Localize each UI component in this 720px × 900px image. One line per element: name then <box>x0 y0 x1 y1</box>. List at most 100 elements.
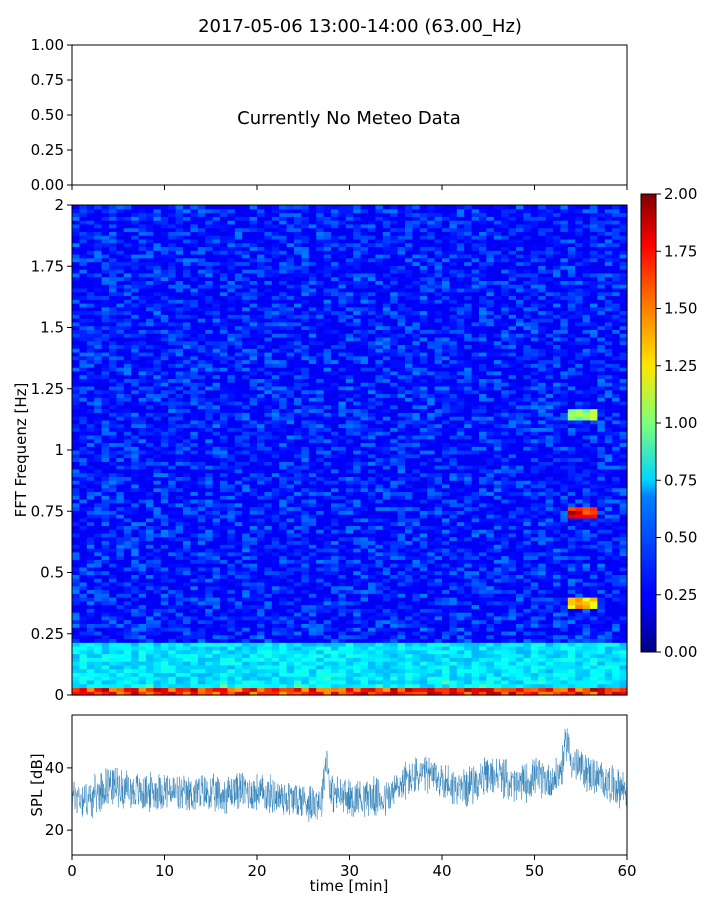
heatmap-cell <box>109 559 117 564</box>
heatmap-cell <box>72 646 80 651</box>
heatmap-cell <box>486 691 495 696</box>
heatmap-cell <box>160 563 169 568</box>
heatmap-cell <box>257 487 265 493</box>
heatmap-cell <box>234 457 243 462</box>
heatmap-cell <box>597 472 606 477</box>
heatmap-cell <box>353 646 362 651</box>
heatmap-cell <box>257 502 265 508</box>
heatmap-cell <box>94 642 103 647</box>
heatmap-cell <box>294 593 302 598</box>
heatmap-cell <box>279 638 288 643</box>
heatmap-cell <box>604 555 613 560</box>
heatmap-cell <box>183 529 191 534</box>
heatmap-cell <box>301 627 310 632</box>
heatmap-cell <box>323 532 332 538</box>
heatmap-cell <box>390 623 399 628</box>
heatmap-cell <box>271 574 280 579</box>
heatmap-cell <box>604 517 613 523</box>
heatmap-cell <box>146 653 154 658</box>
heatmap-cell <box>523 615 532 621</box>
heatmap-cell <box>212 521 221 526</box>
heatmap-cell <box>560 578 569 583</box>
heatmap-cell <box>449 487 458 493</box>
heatmap-cell <box>316 446 325 451</box>
heatmap-cell <box>116 446 125 451</box>
heatmap-cell <box>279 465 288 470</box>
heatmap-cell <box>449 559 458 564</box>
heatmap-cell <box>619 536 628 542</box>
heatmap-cell <box>227 551 236 557</box>
heatmap-cell <box>220 597 228 602</box>
heatmap-cell <box>434 514 443 519</box>
heatmap-cell <box>257 642 265 647</box>
heatmap-cell <box>434 649 443 655</box>
heatmap-cell <box>486 540 495 545</box>
heatmap-cell <box>516 487 524 493</box>
heatmap-cell <box>101 521 110 526</box>
heatmap-cell <box>109 604 117 609</box>
heatmap-cell <box>175 521 184 526</box>
heatmap-cell <box>479 453 487 459</box>
heatmap-cell <box>153 574 162 579</box>
heatmap-cell <box>175 687 184 692</box>
heatmap-cell <box>582 555 591 560</box>
heatmap-cell <box>405 642 413 647</box>
heatmap-cell <box>590 657 598 662</box>
heatmap-cell <box>464 646 473 651</box>
heatmap-cell <box>590 487 598 493</box>
heatmap-cell <box>234 566 243 572</box>
heatmap-cell <box>227 630 236 636</box>
heatmap-cell <box>412 510 421 515</box>
heatmap-cell <box>212 589 221 594</box>
heatmap-cell <box>486 661 495 666</box>
heatmap-cell <box>442 476 450 481</box>
heatmap-cell <box>205 608 214 613</box>
heatmap-cell <box>516 593 524 598</box>
heatmap-cell <box>101 446 110 451</box>
heatmap-cell <box>397 608 406 613</box>
heatmap-cell <box>197 510 206 515</box>
heatmap-cell <box>545 495 554 500</box>
heatmap-cell <box>264 525 273 530</box>
heatmap-cell <box>109 532 117 538</box>
heatmap-cell <box>109 499 117 504</box>
heatmap-cell <box>493 495 502 500</box>
heatmap-cell <box>279 653 288 658</box>
heatmap-cell <box>242 570 251 575</box>
heatmap-cell <box>271 480 280 485</box>
heatmap-cell <box>464 570 473 575</box>
heatmap-cell <box>242 540 251 545</box>
heatmap-cell <box>101 574 110 579</box>
heatmap-cell <box>212 559 221 564</box>
heatmap-cell <box>264 619 273 624</box>
heatmap-cell <box>123 615 132 621</box>
heatmap-cell <box>183 646 191 651</box>
heatmap-cell <box>301 510 310 515</box>
heatmap-cell <box>338 529 347 534</box>
heatmap-cell <box>360 495 369 500</box>
heatmap-cell <box>308 585 317 591</box>
heatmap-cell <box>479 555 487 560</box>
heatmap-cell <box>138 499 147 504</box>
heatmap-cell <box>575 468 584 474</box>
heatmap-cell <box>405 514 413 519</box>
heatmap-cell <box>123 548 132 553</box>
heatmap-cell <box>597 453 606 459</box>
heatmap-cell <box>271 691 280 696</box>
heatmap-cell <box>242 578 251 583</box>
heatmap-cell <box>264 608 273 613</box>
heatmap-cell <box>94 627 103 632</box>
heatmap-cell <box>567 510 576 515</box>
heatmap-cell <box>479 559 487 564</box>
heatmap-cell <box>612 506 621 511</box>
heatmap-cell <box>331 544 339 549</box>
heatmap-cell <box>101 502 110 508</box>
heatmap-cell <box>553 450 561 455</box>
heatmap-cell <box>338 691 347 696</box>
heatmap-cell <box>109 450 117 455</box>
heatmap-cell <box>212 532 221 538</box>
heatmap-cell <box>604 521 613 526</box>
heatmap-cell <box>501 661 510 666</box>
heatmap-cell <box>316 453 325 459</box>
heatmap-cell <box>442 487 450 493</box>
